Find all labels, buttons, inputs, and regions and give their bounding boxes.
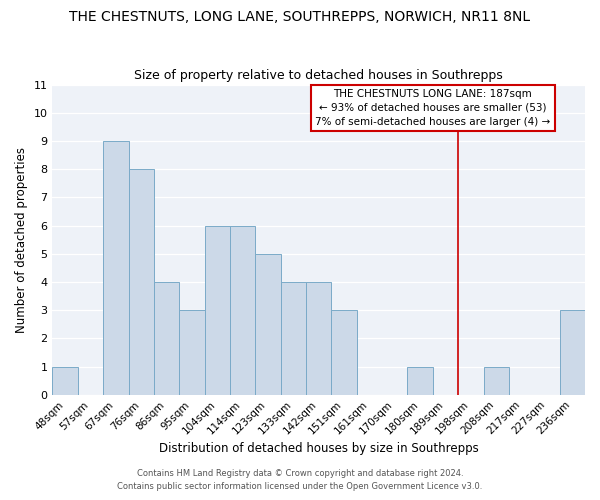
- Text: THE CHESTNUTS, LONG LANE, SOUTHREPPS, NORWICH, NR11 8NL: THE CHESTNUTS, LONG LANE, SOUTHREPPS, NO…: [70, 10, 530, 24]
- Text: Contains HM Land Registry data © Crown copyright and database right 2024.
Contai: Contains HM Land Registry data © Crown c…: [118, 470, 482, 491]
- Bar: [331, 310, 357, 394]
- Bar: [560, 310, 585, 394]
- Bar: [103, 141, 128, 395]
- Bar: [281, 282, 306, 395]
- Bar: [484, 366, 509, 394]
- Y-axis label: Number of detached properties: Number of detached properties: [15, 146, 28, 332]
- Bar: [128, 169, 154, 394]
- X-axis label: Distribution of detached houses by size in Southrepps: Distribution of detached houses by size …: [159, 442, 479, 455]
- Text: THE CHESTNUTS LONG LANE: 187sqm
← 93% of detached houses are smaller (53)
7% of : THE CHESTNUTS LONG LANE: 187sqm ← 93% of…: [315, 89, 550, 127]
- Bar: [407, 366, 433, 394]
- Bar: [205, 226, 230, 394]
- Bar: [256, 254, 281, 394]
- Title: Size of property relative to detached houses in Southrepps: Size of property relative to detached ho…: [134, 69, 503, 82]
- Bar: [52, 366, 78, 394]
- Bar: [306, 282, 331, 395]
- Bar: [154, 282, 179, 395]
- Bar: [230, 226, 256, 394]
- Bar: [179, 310, 205, 394]
